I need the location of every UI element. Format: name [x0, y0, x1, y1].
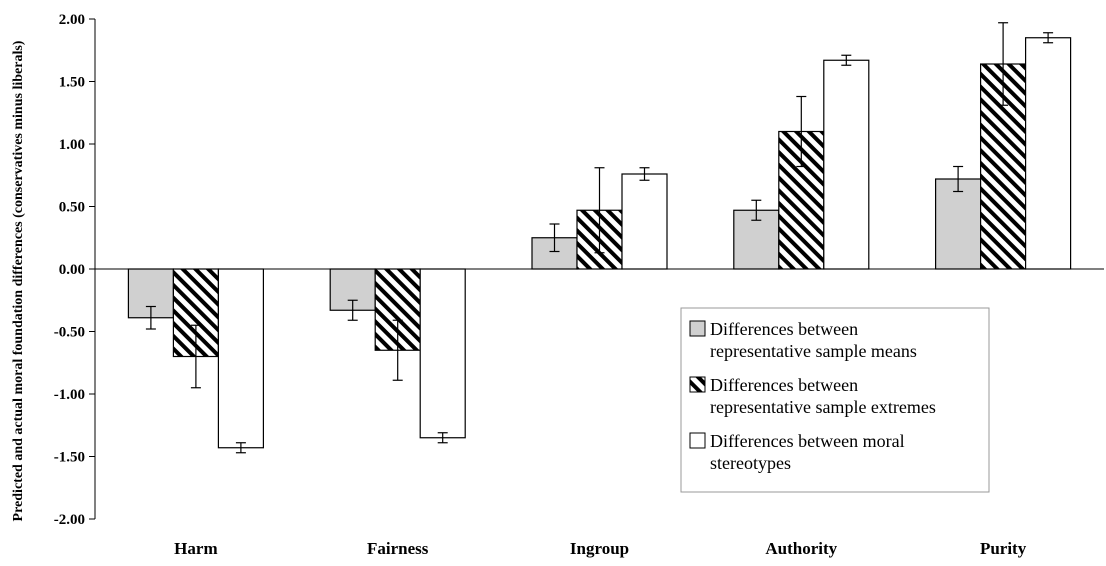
category-label: Authority [765, 539, 837, 558]
y-tick-label: 1.50 [59, 75, 85, 91]
y-tick-label: -1.00 [54, 387, 85, 403]
legend-text: representative sample extremes [710, 397, 936, 417]
y-tick-label: 1.00 [59, 137, 85, 153]
legend-text: Differences between [710, 375, 858, 395]
bar [1024, 37, 1072, 270]
category-label: Purity [980, 539, 1027, 558]
y-tick-label: 0.00 [59, 262, 85, 278]
legend-text: representative sample means [710, 341, 917, 361]
bar [419, 268, 466, 439]
legend-text: Differences between moral [710, 431, 905, 451]
bar [621, 173, 668, 270]
y-axis-label: Predicted and actual moral foundation di… [11, 40, 26, 521]
legend-swatch [689, 320, 706, 337]
y-tick-label: -1.50 [54, 450, 85, 466]
bar [934, 178, 982, 270]
labels-layer: 2.00 1.50 1.00 0.50 0.00 -0.50 -1.00 -1.50 -2.00… [54, 12, 1027, 558]
y-tick-label: 2.00 [59, 12, 85, 28]
bar [217, 268, 264, 449]
legend-box [680, 307, 990, 493]
legend-swatch [689, 376, 706, 393]
legend-swatch [689, 432, 706, 449]
y-tick-label: -2.00 [54, 512, 85, 528]
category-label: Ingroup [570, 539, 629, 558]
category-label: Harm [174, 539, 217, 558]
y-tick-label: 0.50 [59, 200, 85, 216]
legend-text: stereotypes [710, 453, 791, 473]
bars-layer [127, 22, 1072, 454]
bar [823, 59, 870, 270]
legend-text: Differences between [710, 319, 858, 339]
y-tick-label: -0.50 [54, 325, 85, 341]
category-label: Fairness [367, 539, 429, 558]
bar [778, 130, 825, 270]
